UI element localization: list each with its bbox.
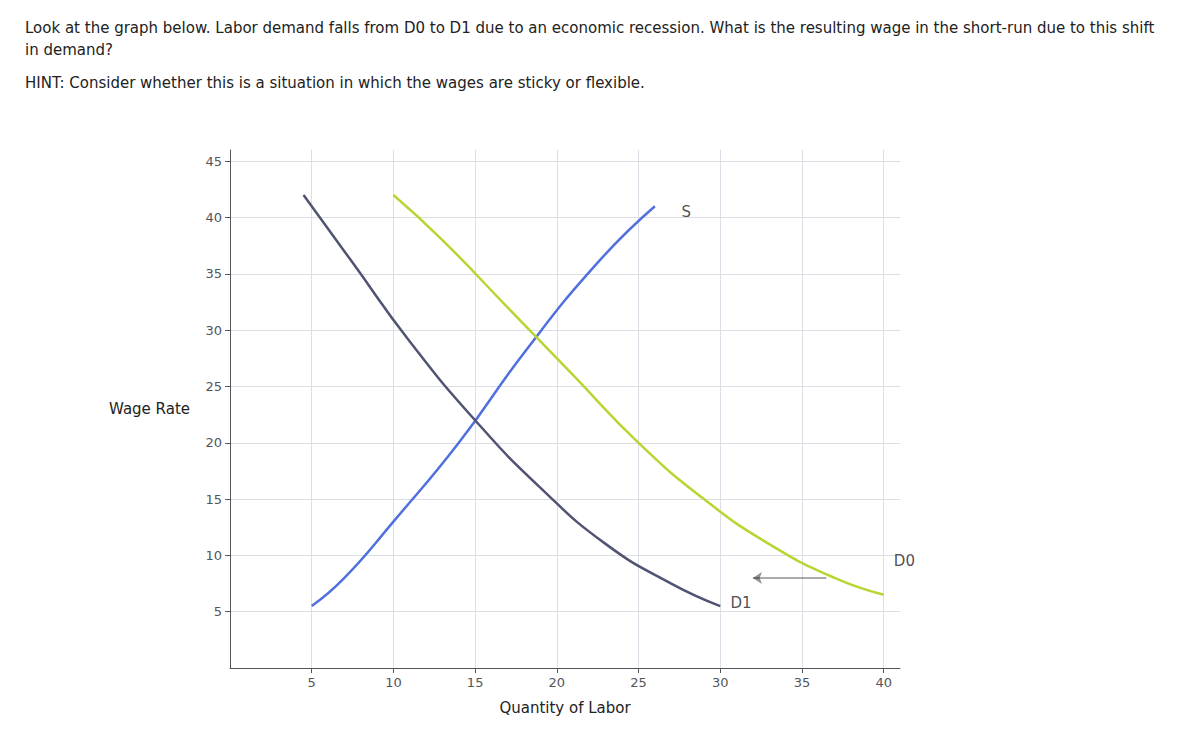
svg-text:30: 30 [712, 675, 729, 690]
svg-text:10: 10 [385, 675, 402, 690]
svg-text:5: 5 [308, 675, 316, 690]
svg-text:25: 25 [630, 675, 647, 690]
svg-text:20: 20 [549, 675, 566, 690]
svg-text:D1: D1 [730, 594, 751, 612]
svg-text:HINT: Consider whether this is: HINT: Consider whether this is a situati… [25, 74, 645, 92]
svg-text:40: 40 [205, 210, 222, 225]
svg-text:35: 35 [205, 266, 222, 281]
svg-text:25: 25 [205, 379, 222, 394]
svg-text:30: 30 [205, 323, 222, 338]
svg-text:in demand?: in demand? [25, 41, 113, 59]
svg-text:45: 45 [205, 154, 222, 169]
svg-text:20: 20 [205, 435, 222, 450]
svg-text:40: 40 [875, 675, 892, 690]
svg-text:Quantity of Labor: Quantity of Labor [499, 699, 631, 717]
svg-text:Wage Rate: Wage Rate [109, 400, 190, 418]
svg-text:35: 35 [794, 675, 811, 690]
svg-text:S: S [681, 203, 691, 221]
svg-text:5: 5 [214, 604, 222, 619]
svg-text:15: 15 [205, 492, 222, 507]
svg-text:15: 15 [467, 675, 484, 690]
svg-text:D0: D0 [894, 552, 915, 570]
svg-text:10: 10 [205, 548, 222, 563]
svg-text:Look at the graph below. Labor: Look at the graph below. Labor demand fa… [25, 19, 1159, 37]
